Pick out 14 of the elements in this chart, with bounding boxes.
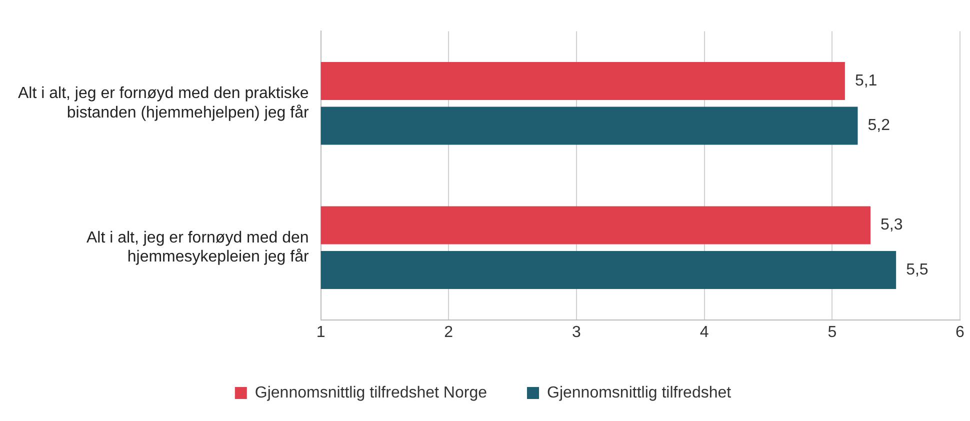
data-label: 5,3 [880, 216, 903, 234]
x-tick-label: 2 [444, 324, 454, 341]
x-tick-label: 1 [316, 324, 326, 341]
x-tick-label: 6 [956, 324, 965, 341]
legend-label: Gjennomsnittlig tilfredshet [547, 384, 732, 402]
x-tick-label: 5 [828, 324, 837, 341]
y-tick-label: Alt i alt, jeg er fornøyd med den praktiske bistanden (hjemmehjelpen) jeg får [18, 85, 310, 122]
data-label: 5,2 [868, 117, 890, 134]
data-label: 5,1 [854, 72, 878, 90]
x-tick-label: 3 [572, 324, 582, 341]
data-label: 5,5 [906, 261, 928, 278]
legend-label: Gjennomsnittlig tilfredshet Norge [254, 384, 488, 402]
x-tick-label: 4 [700, 324, 709, 341]
y-tick-label: Alt i alt, jeg er fornøyd med den hjemmesykepleien jeg får [86, 229, 310, 266]
